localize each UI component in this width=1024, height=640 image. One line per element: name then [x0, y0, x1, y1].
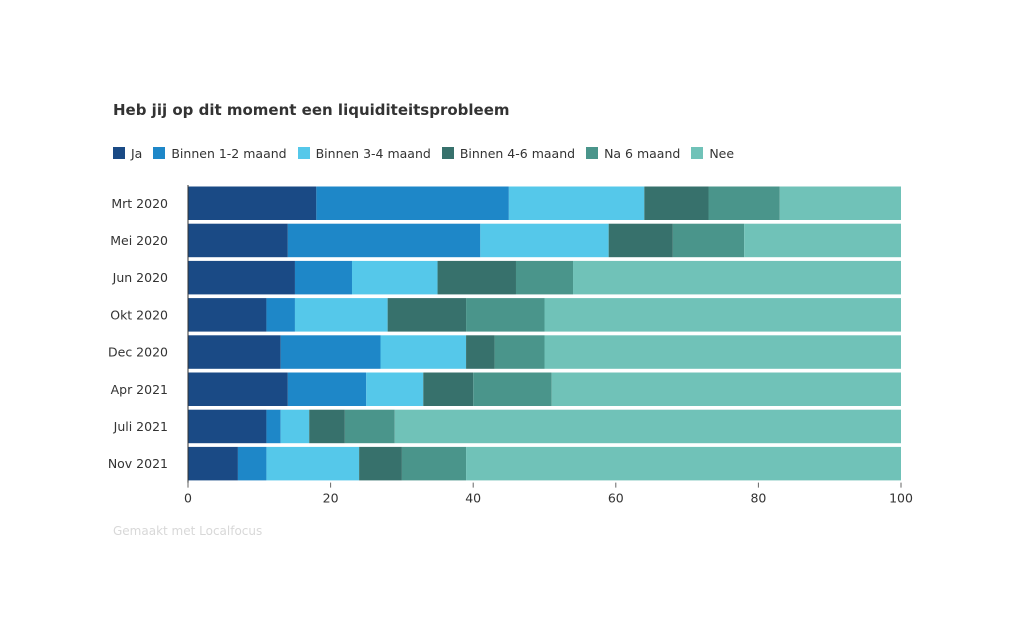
bar-segment: [423, 372, 474, 406]
chart-title: Heb jij op dit moment een liquiditeitspr…: [113, 101, 510, 119]
legend-label: Nee: [709, 145, 735, 161]
bar-segment: [494, 335, 545, 369]
bar-segment: [359, 446, 402, 481]
legend-swatch: [586, 147, 599, 159]
x-tick-label: 0: [184, 491, 192, 506]
legend-item: Binnen 3-4 maand: [297, 145, 431, 161]
bar-segment: [394, 409, 901, 444]
bar-segment: [266, 298, 295, 332]
category-label: Dec 2020: [108, 345, 168, 360]
bar-segment: [466, 446, 901, 481]
legend-swatch: [153, 147, 166, 159]
bar-segment: [280, 335, 381, 369]
bar-segment: [466, 298, 545, 332]
legend-swatch: [113, 147, 125, 159]
legend-label: Binnen 4-6 maand: [459, 145, 576, 161]
legend-item: Binnen 1-2 maand: [153, 145, 287, 161]
x-tick-label: 100: [889, 491, 913, 506]
legend-label: Binnen 1-2 maand: [171, 145, 287, 161]
bar-segment: [188, 446, 238, 481]
category-label: Jun 2020: [112, 270, 168, 285]
bar-segment: [287, 372, 367, 406]
category-label: Okt 2020: [110, 307, 168, 322]
legend-label: Ja: [131, 145, 143, 161]
bar-segment: [366, 372, 424, 406]
legend-swatch: [441, 147, 454, 159]
legend-label: Binnen 3-4 maand: [315, 145, 431, 161]
bar-segment: [188, 186, 317, 220]
bar-segment: [294, 260, 352, 295]
category-label: Mei 2020: [110, 233, 168, 248]
legend-item: Ja: [113, 146, 142, 161]
bar-segment: [608, 223, 673, 258]
bar-segment: [744, 223, 901, 258]
legend-swatch: [297, 147, 310, 159]
bar-segment: [466, 335, 495, 369]
legend-item: Nee: [691, 146, 734, 161]
chart-legend: Ja Binnen 1-2 maand Binnen 3-4 maand Binnen…: [113, 144, 745, 162]
legend-label: Na 6 maand: [604, 145, 681, 161]
legend-item: Na 6 maand: [586, 146, 680, 161]
legend-item: Binnen 4-6 maand: [441, 145, 576, 161]
bar-segment: [188, 335, 281, 369]
x-tick-label: 40: [465, 491, 481, 506]
bar-segment: [266, 446, 360, 481]
bar-segment: [237, 446, 267, 481]
bar-segment: [188, 372, 288, 406]
bar-segment: [779, 186, 901, 220]
bar-segment: [287, 223, 481, 258]
bar-segment: [188, 298, 267, 332]
bar-segment: [437, 260, 516, 295]
bar-segment: [188, 409, 267, 444]
bar-segment: [480, 223, 609, 258]
bar-segment: [351, 260, 438, 295]
bar-segment: [644, 186, 709, 220]
bar-segment: [708, 186, 780, 220]
bar-segment: [316, 186, 509, 220]
bar-segment: [573, 260, 901, 295]
bar-segment: [266, 409, 281, 444]
bar-segment: [188, 223, 288, 258]
bar-segment: [672, 223, 745, 258]
x-tick-label: 60: [608, 491, 624, 506]
x-tick-label: 20: [323, 491, 339, 506]
x-tick-label: 80: [750, 491, 766, 506]
bar-segment: [544, 298, 901, 332]
bar-segment: [380, 335, 467, 369]
credit-text: Gemaakt met Localfocus: [113, 524, 263, 538]
bar-segment: [401, 446, 467, 481]
category-label: Juli 2021: [113, 419, 168, 434]
bar-segment: [551, 372, 901, 406]
bar-segment: [309, 409, 345, 444]
bar-segment: [188, 260, 295, 295]
category-label: Mrt 2020: [111, 196, 168, 211]
bar-segment: [473, 372, 552, 406]
bar-segment: [515, 260, 574, 295]
bar-segment: [280, 409, 310, 444]
bar-segment: [544, 335, 901, 369]
category-label: Nov 2021: [108, 456, 168, 471]
category-label: Apr 2021: [111, 382, 168, 397]
bar-segment: [344, 409, 395, 444]
legend-swatch: [691, 147, 704, 159]
bar-segment: [508, 186, 645, 220]
bar-segment: [387, 298, 467, 332]
bar-segment: [294, 298, 388, 332]
